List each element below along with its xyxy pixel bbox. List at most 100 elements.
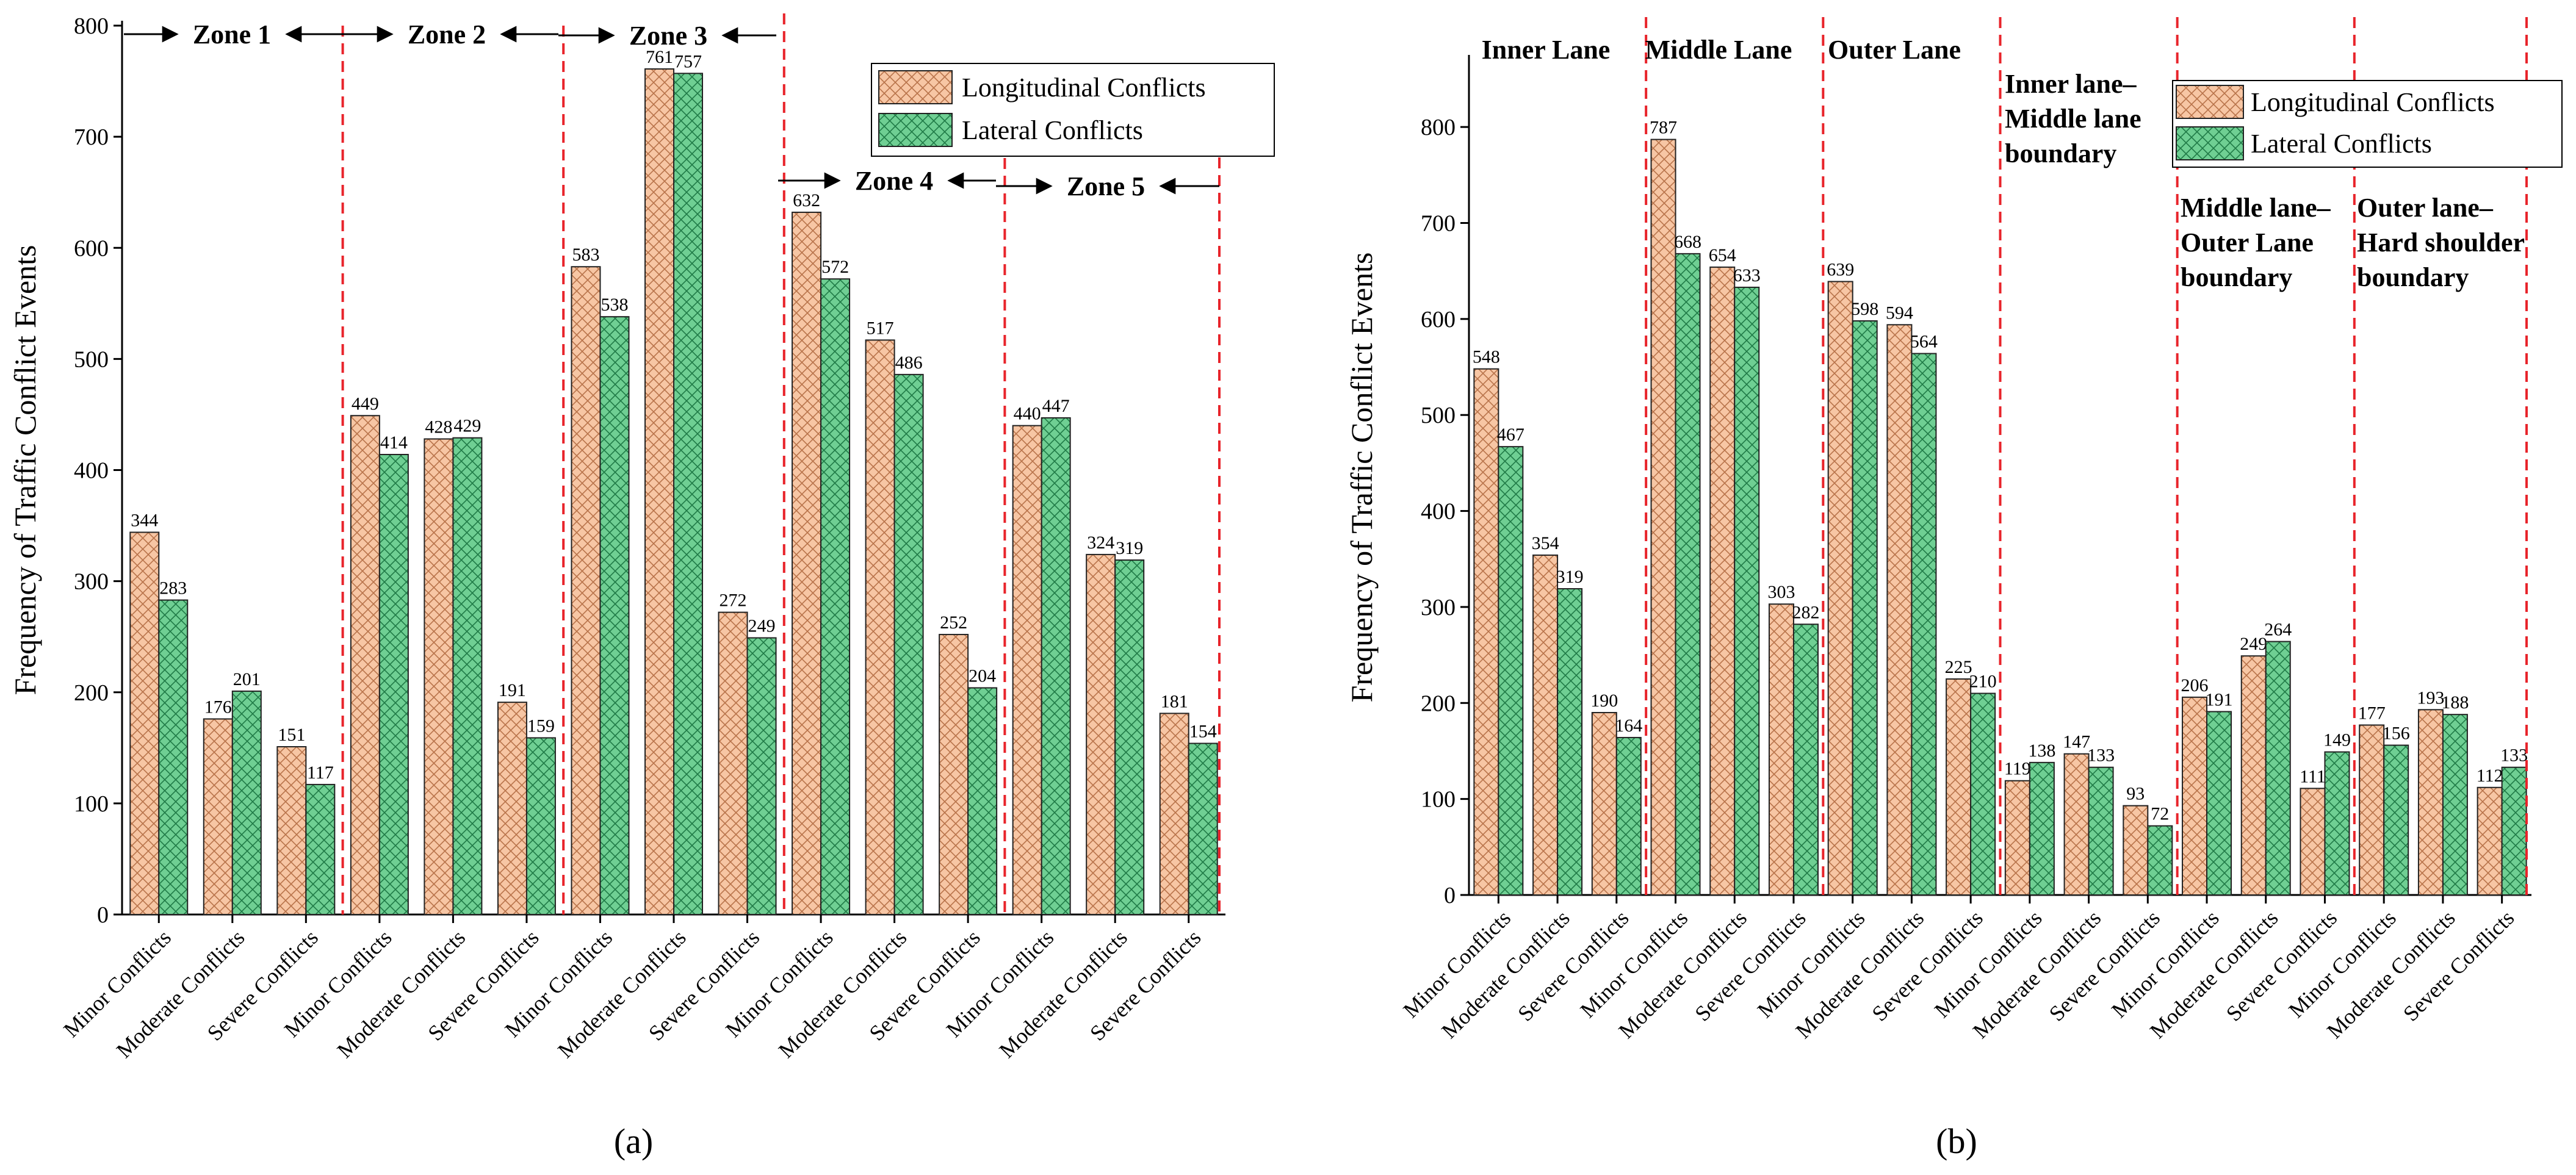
longitudinal-bar [1473, 368, 1499, 896]
bar-value-label: 252 [940, 613, 967, 633]
longitudinal-bar [497, 702, 527, 915]
x-tick-label: Moderate Conflicts [994, 925, 1132, 1063]
bar-value-label: 191 [2206, 689, 2233, 710]
y-tick-label: 700 [1421, 211, 1456, 237]
y-tick-label: 800 [1421, 115, 1456, 140]
bar-value-label: 639 [1827, 259, 1854, 279]
bar-value-label: 188 [2441, 692, 2469, 713]
bar-value-label: 147 [2063, 732, 2090, 752]
longitudinal-bar [1532, 554, 1559, 896]
legend-swatch-longitudinal [878, 70, 953, 104]
bar-value-label: 440 [1014, 404, 1041, 424]
bar-value-label: 668 [1674, 232, 1701, 252]
longitudinal-bar [939, 634, 969, 916]
longitudinal-bar [1886, 324, 1913, 896]
panel-label: (a) [614, 1121, 653, 1161]
bar-value-label: 282 [1792, 602, 1819, 622]
y-tick-label: 400 [74, 458, 109, 484]
longitudinal-bar [1768, 603, 1794, 896]
bar-value-label: 204 [969, 666, 996, 686]
longitudinal-bar [865, 339, 895, 915]
lateral-bar [2383, 744, 2409, 896]
group-label: Inner Lane [1482, 35, 1611, 65]
longitudinal-bar [2123, 805, 2149, 896]
lateral-bar [967, 687, 998, 915]
legend: Longitudinal Conflicts Lateral Conflicts [871, 63, 1275, 157]
bar-value-label: 447 [1042, 396, 1070, 416]
group-label: Middle lane [2005, 104, 2141, 134]
bar-value-label: 93 [2126, 784, 2145, 804]
lateral-bar [1970, 692, 1996, 896]
bar-value-label: 564 [1910, 332, 1938, 352]
bar-value-label: 119 [2004, 759, 2031, 779]
bar-value-label: 133 [2500, 746, 2528, 766]
y-axis-title: Frequency of Traffic Conflict Events [1344, 253, 1379, 703]
longitudinal-bar [792, 211, 822, 916]
longitudinal-bar [1012, 425, 1042, 915]
longitudinal-bar [424, 438, 454, 915]
bar-value-label: 164 [1615, 716, 1642, 736]
lateral-bar [1557, 588, 1583, 896]
bar-value-label: 757 [674, 51, 702, 71]
group-label: boundary [2005, 138, 2116, 168]
bar-value-label: 344 [131, 510, 158, 530]
lateral-bar [231, 690, 262, 915]
lateral-bar [820, 278, 851, 915]
group-label: boundary [2181, 262, 2292, 292]
bar-value-label: 598 [1851, 299, 1878, 319]
legend-label-longitudinal: Longitudinal Conflicts [962, 73, 1206, 102]
bar-value-label: 111 [2300, 766, 2326, 786]
bar-value-label: 210 [1969, 672, 1997, 692]
longitudinal-bar [2477, 786, 2503, 896]
bar-value-label: 583 [572, 245, 599, 265]
bar-value-label: 428 [425, 417, 452, 437]
bar-value-label: 201 [233, 669, 261, 689]
lateral-bar [1792, 623, 1819, 896]
bar-value-label: 324 [1087, 533, 1114, 553]
bar-value-label: 249 [2240, 634, 2267, 654]
longitudinal-bar [1591, 712, 1617, 896]
longitudinal-bar [2004, 780, 2030, 896]
longitudinal-bar [129, 531, 160, 915]
bar-value-label: 117 [307, 763, 334, 783]
longitudinal-bar [1709, 266, 1736, 896]
bar-value-label: 193 [2417, 688, 2444, 708]
longitudinal-bar [718, 611, 748, 915]
bar-value-label: 149 [2323, 730, 2351, 750]
legend-swatch-lateral [878, 113, 953, 147]
longitudinal-bar [2300, 788, 2326, 896]
lateral-bar [525, 737, 556, 915]
longitudinal-bar [2182, 696, 2208, 896]
group-label: Middle Lane [1645, 35, 1792, 65]
y-tick-label: 500 [74, 347, 109, 372]
bar-value-label: 303 [1767, 582, 1795, 602]
lateral-bar [2088, 766, 2114, 896]
lateral-bar [305, 783, 336, 915]
longitudinal-bar [276, 746, 307, 915]
lateral-bar [1114, 559, 1145, 915]
y-tick-label: 100 [1421, 787, 1456, 813]
zone-label: Zone 3 [629, 21, 707, 51]
bar-value-label: 486 [895, 353, 923, 373]
lateral-bar [2029, 761, 2055, 896]
bar-value-label: 206 [2181, 675, 2209, 695]
bar-value-label: 133 [2087, 746, 2115, 766]
group-label: Outer Lane [1828, 35, 1961, 65]
bar-value-label: 249 [748, 616, 776, 636]
longitudinal-bar [1159, 713, 1189, 915]
lateral-bar [1041, 417, 1071, 915]
bar-value-label: 572 [821, 257, 849, 277]
bar-value-label: 654 [1709, 245, 1736, 265]
y-axis-title: Frequency of Traffic Conflict Events [8, 245, 42, 695]
lateral-bar [158, 599, 189, 915]
group-label: Hard shoulder [2357, 228, 2525, 257]
bar-value-label: 429 [453, 416, 481, 436]
y-tick-label: 600 [74, 235, 109, 261]
lateral-bar [1498, 446, 1524, 896]
group-label: Middle lane– [2181, 193, 2331, 223]
bar-value-label: 176 [204, 697, 232, 717]
lateral-bar [2147, 825, 2173, 896]
bar-value-label: 191 [499, 680, 526, 700]
group-label: Inner lane– [2005, 69, 2137, 99]
bar-value-label: 538 [601, 295, 628, 315]
